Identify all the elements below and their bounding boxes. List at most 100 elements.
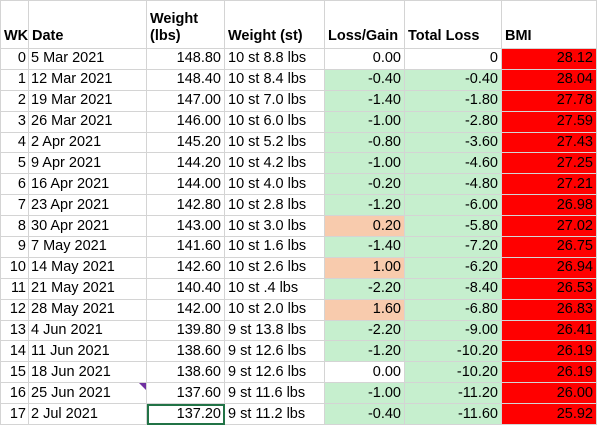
total-loss-cell[interactable]: 0 <box>404 48 502 70</box>
date-cell[interactable]: 12 Mar 2021 <box>28 68 147 91</box>
wk-cell[interactable]: 10 <box>0 256 29 279</box>
weight-lbs-cell[interactable]: 139.80 <box>146 319 225 342</box>
loss-gain-cell[interactable]: -1.00 <box>324 110 405 133</box>
weight-st-cell[interactable]: 9 st 12.6 lbs <box>224 340 325 363</box>
bmi-cell[interactable]: 27.78 <box>501 89 597 112</box>
total-loss-cell[interactable]: -10.20 <box>404 361 502 384</box>
wk-cell[interactable]: 8 <box>0 215 29 238</box>
weight-lbs-cell[interactable]: 142.60 <box>146 256 225 279</box>
date-cell[interactable]: 19 Mar 2021 <box>28 89 147 112</box>
weight-lbs-cell[interactable]: 145.20 <box>146 131 225 154</box>
weight-lbs-cell[interactable]: 148.80 <box>146 48 225 70</box>
weight-lbs-cell[interactable]: 143.00 <box>146 215 225 238</box>
total-loss-cell[interactable]: -7.20 <box>404 236 502 258</box>
date-cell[interactable]: 7 May 2021 <box>28 236 147 258</box>
weight-st-cell[interactable]: 10 st 6.0 lbs <box>224 110 325 133</box>
loss-gain-cell[interactable]: 0.00 <box>324 48 405 70</box>
bmi-cell[interactable]: 28.04 <box>501 68 597 91</box>
wk-cell[interactable]: 11 <box>0 277 29 300</box>
bmi-cell[interactable]: 26.53 <box>501 277 597 300</box>
date-cell[interactable]: 25 Jun 2021 <box>28 382 147 405</box>
loss-gain-cell[interactable]: -2.20 <box>324 319 405 342</box>
bmi-cell[interactable]: 27.25 <box>501 152 597 175</box>
weight-lbs-cell[interactable]: 142.00 <box>146 298 225 321</box>
weight-lbs-cell-selected[interactable]: 137.20 <box>146 403 225 425</box>
bmi-cell[interactable]: 25.92 <box>501 403 597 425</box>
date-cell[interactable]: 9 Apr 2021 <box>28 152 147 175</box>
date-cell[interactable]: 2 Jul 2021 <box>28 403 147 425</box>
loss-gain-cell[interactable]: 1.00 <box>324 256 405 279</box>
date-cell[interactable]: 16 Apr 2021 <box>28 173 147 196</box>
loss-gain-cell[interactable]: -0.40 <box>324 403 405 425</box>
bmi-cell[interactable]: 26.41 <box>501 319 597 342</box>
total-loss-cell[interactable]: -11.60 <box>404 403 502 425</box>
total-loss-cell[interactable]: -6.20 <box>404 256 502 279</box>
weight-lbs-cell[interactable]: 138.60 <box>146 361 225 384</box>
total-loss-cell[interactable]: -4.80 <box>404 173 502 196</box>
bmi-cell[interactable]: 28.12 <box>501 48 597 70</box>
bmi-cell[interactable]: 27.59 <box>501 110 597 133</box>
weight-st-cell[interactable]: 9 st 11.2 lbs <box>224 403 325 425</box>
weight-st-cell[interactable]: 9 st 11.6 lbs <box>224 382 325 405</box>
bmi-cell[interactable]: 26.94 <box>501 256 597 279</box>
bmi-cell[interactable]: 26.19 <box>501 361 597 384</box>
weight-st-cell[interactable]: 9 st 13.8 lbs <box>224 319 325 342</box>
weight-st-cell[interactable]: 10 st 8.4 lbs <box>224 68 325 91</box>
bmi-cell[interactable]: 26.19 <box>501 340 597 363</box>
total-loss-cell[interactable]: -8.40 <box>404 277 502 300</box>
weight-st-cell[interactable]: 9 st 12.6 lbs <box>224 361 325 384</box>
weight-lbs-cell[interactable]: 140.40 <box>146 277 225 300</box>
loss-gain-cell[interactable]: -1.00 <box>324 152 405 175</box>
bmi-cell[interactable]: 26.83 <box>501 298 597 321</box>
wk-cell[interactable]: 6 <box>0 173 29 196</box>
wk-cell[interactable]: 15 <box>0 361 29 384</box>
header-total-loss[interactable]: Total Loss <box>404 0 502 49</box>
date-cell[interactable]: 26 Mar 2021 <box>28 110 147 133</box>
header-weight-st[interactable]: Weight (st) <box>224 0 325 49</box>
weight-st-cell[interactable]: 10 st 2.8 lbs <box>224 194 325 217</box>
date-cell[interactable]: 21 May 2021 <box>28 277 147 300</box>
loss-gain-cell[interactable]: -1.40 <box>324 236 405 258</box>
wk-cell[interactable]: 0 <box>0 48 29 70</box>
wk-cell[interactable]: 2 <box>0 89 29 112</box>
total-loss-cell[interactable]: -5.80 <box>404 215 502 238</box>
weight-st-cell[interactable]: 10 st 4.0 lbs <box>224 173 325 196</box>
bmi-cell[interactable]: 26.00 <box>501 382 597 405</box>
bmi-cell[interactable]: 27.21 <box>501 173 597 196</box>
wk-cell[interactable]: 7 <box>0 194 29 217</box>
weight-st-cell[interactable]: 10 st 5.2 lbs <box>224 131 325 154</box>
wk-cell[interactable]: 1 <box>0 68 29 91</box>
wk-cell[interactable]: 14 <box>0 340 29 363</box>
date-cell[interactable]: 11 Jun 2021 <box>28 340 147 363</box>
loss-gain-cell[interactable]: -0.80 <box>324 131 405 154</box>
wk-cell[interactable]: 5 <box>0 152 29 175</box>
date-cell[interactable]: 2 Apr 2021 <box>28 131 147 154</box>
weight-st-cell[interactable]: 10 st 2.6 lbs <box>224 256 325 279</box>
loss-gain-cell[interactable]: 0.00 <box>324 361 405 384</box>
wk-cell[interactable]: 17 <box>0 403 29 425</box>
weight-lbs-cell[interactable]: 147.00 <box>146 89 225 112</box>
loss-gain-cell[interactable]: -1.00 <box>324 382 405 405</box>
date-cell[interactable]: 28 May 2021 <box>28 298 147 321</box>
date-cell[interactable]: 14 May 2021 <box>28 256 147 279</box>
weight-lbs-cell[interactable]: 144.20 <box>146 152 225 175</box>
weight-lbs-cell[interactable]: 142.80 <box>146 194 225 217</box>
date-cell[interactable]: 23 Apr 2021 <box>28 194 147 217</box>
wk-cell[interactable]: 4 <box>0 131 29 154</box>
bmi-cell[interactable]: 26.75 <box>501 236 597 258</box>
header-bmi[interactable]: BMI <box>501 0 597 49</box>
date-cell[interactable]: 5 Mar 2021 <box>28 48 147 70</box>
bmi-cell[interactable]: 26.98 <box>501 194 597 217</box>
loss-gain-cell[interactable]: -2.20 <box>324 277 405 300</box>
loss-gain-cell[interactable]: -1.20 <box>324 194 405 217</box>
loss-gain-cell[interactable]: -1.40 <box>324 89 405 112</box>
total-loss-cell[interactable]: -1.80 <box>404 89 502 112</box>
weight-st-cell[interactable]: 10 st 3.0 lbs <box>224 215 325 238</box>
loss-gain-cell[interactable]: -0.20 <box>324 173 405 196</box>
loss-gain-cell[interactable]: -0.40 <box>324 68 405 91</box>
total-loss-cell[interactable]: -0.40 <box>404 68 502 91</box>
weight-lbs-cell[interactable]: 138.60 <box>146 340 225 363</box>
weight-st-cell[interactable]: 10 st 8.8 lbs <box>224 48 325 70</box>
loss-gain-cell[interactable]: 1.60 <box>324 298 405 321</box>
date-cell[interactable]: 18 Jun 2021 <box>28 361 147 384</box>
